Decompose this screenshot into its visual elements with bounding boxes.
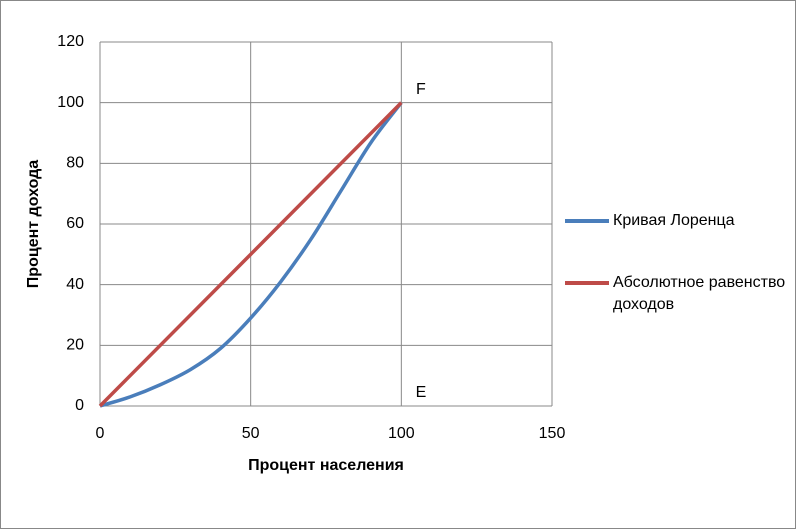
series-line <box>99 101 403 408</box>
y-tick-label: 60 <box>66 215 84 232</box>
y-tick-label: 80 <box>66 155 84 172</box>
x-tick-label: 50 <box>242 425 260 442</box>
legend-label: Абсолютное равенство доходов <box>613 274 786 313</box>
y-tick-label: 100 <box>57 94 84 111</box>
y-axis-label: Процент дохода <box>25 160 42 288</box>
y-tick-label: 20 <box>66 337 84 354</box>
legend-item: Кривая Лоренца <box>565 210 790 232</box>
x-tick-label: 150 <box>539 425 566 442</box>
legend-item: Абсолютное равенство доходов <box>565 272 790 316</box>
x-tick-label: 0 <box>96 425 105 442</box>
y-tick-label: 0 <box>75 397 84 414</box>
y-tick-label: 40 <box>66 276 84 293</box>
annotation: E <box>416 384 427 401</box>
x-axis-label: Процент населения <box>248 457 404 474</box>
y-tick-label: 120 <box>57 33 84 50</box>
x-tick-label: 100 <box>388 425 415 442</box>
legend-swatch <box>565 219 609 223</box>
legend-swatch <box>565 281 609 285</box>
legend-label: Кривая Лоренца <box>613 212 735 229</box>
annotation: F <box>416 81 426 98</box>
series-line <box>98 101 403 408</box>
